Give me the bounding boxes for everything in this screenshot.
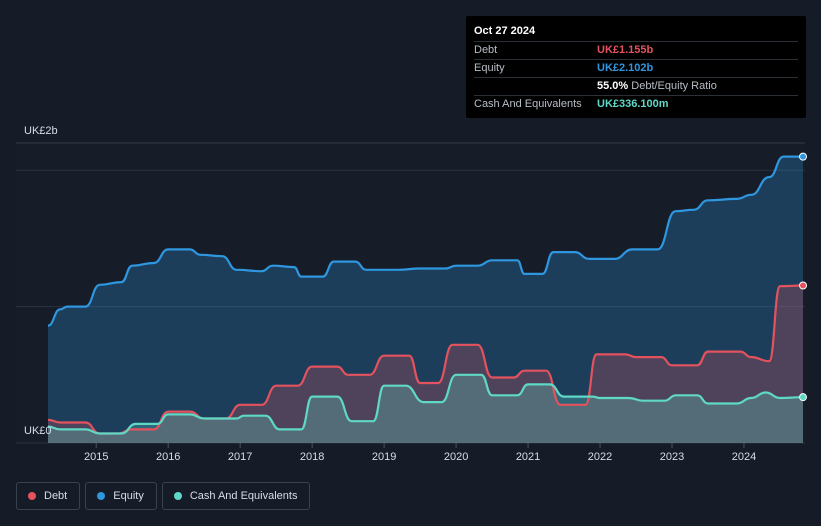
y-axis-max-label: UK£2b (24, 125, 58, 137)
legend-label: Debt (44, 490, 68, 502)
x-tick-label: 2023 (660, 451, 684, 463)
tooltip-date: Oct 27 2024 (474, 25, 536, 37)
tooltip-value-ratio: 55.0% Debt/Equity Ratio (597, 78, 717, 95)
debt-dot-icon (28, 492, 36, 500)
tooltip-row-cash: Cash And Equivalents UK£336.100m (474, 95, 798, 113)
tooltip-label (474, 78, 597, 95)
x-tick-label: 2019 (372, 451, 396, 463)
line-debt (47, 284, 804, 435)
x-tick-label: 2016 (156, 451, 180, 463)
area-equity (48, 156, 803, 443)
x-tick-label: 2015 (84, 451, 108, 463)
x-tick-label: 2022 (588, 451, 612, 463)
tooltip-label: Cash And Equivalents (474, 98, 582, 110)
x-tick-label: 2018 (300, 451, 324, 463)
x-tick-label: 2020 (444, 451, 468, 463)
tooltip-value-equity: UK£2.102b (597, 62, 654, 74)
area-cash-and-equivalents (48, 374, 803, 443)
plot-area-background (16, 143, 805, 443)
y-axis-min-label: UK£0 (24, 425, 52, 437)
endpoint-cash-and-equivalents (799, 393, 807, 402)
line-cash-and-equivalents (47, 373, 804, 435)
tooltip-row-equity: Equity UK£2.102b (474, 59, 798, 77)
ratio-text: Debt/Equity Ratio (631, 80, 717, 92)
tooltip-value-debt: UK£1.155b (597, 44, 654, 56)
x-tick-label: 2021 (516, 451, 540, 463)
endpoint-equity (799, 152, 807, 161)
series-lines (47, 155, 804, 435)
tooltip-row-debt: Debt UK£1.155b (474, 41, 798, 59)
legend-label: Cash And Equivalents (189, 490, 298, 502)
x-tick-label: 2017 (228, 451, 252, 463)
tooltip-value-cash: UK£336.100m (597, 98, 669, 110)
endpoint-debt (799, 281, 807, 290)
legend-label: Equity (113, 490, 144, 502)
tooltip-panel: Oct 27 2024 Debt UK£1.155b Equity UK£2.1… (466, 16, 806, 118)
legend-item-debt[interactable]: Debt (16, 482, 81, 510)
series-areas (48, 156, 803, 443)
tooltip-label: Equity (474, 62, 505, 74)
area-debt (48, 285, 803, 443)
series-endpoints (799, 152, 807, 402)
ratio-value: 55.0% (597, 80, 629, 92)
legend-item-equity[interactable]: Equity (85, 482, 157, 510)
x-axis-ticks: 2015 2016 2017 2018 2019 2020 2021 2022 2023 2024 (84, 443, 756, 463)
equity-dot-icon (97, 492, 106, 500)
x-tick-label: 2024 (732, 451, 756, 463)
tooltip-label: Debt (474, 44, 498, 56)
legend: Debt Equity Cash And Equivalents (16, 482, 311, 510)
gridlines (16, 142, 805, 444)
cash-dot-icon (173, 492, 182, 500)
tooltip-row-ratio: 55.0% Debt/Equity Ratio (474, 77, 798, 95)
line-equity (47, 155, 803, 327)
legend-item-cash[interactable]: Cash And Equivalents (161, 482, 311, 510)
